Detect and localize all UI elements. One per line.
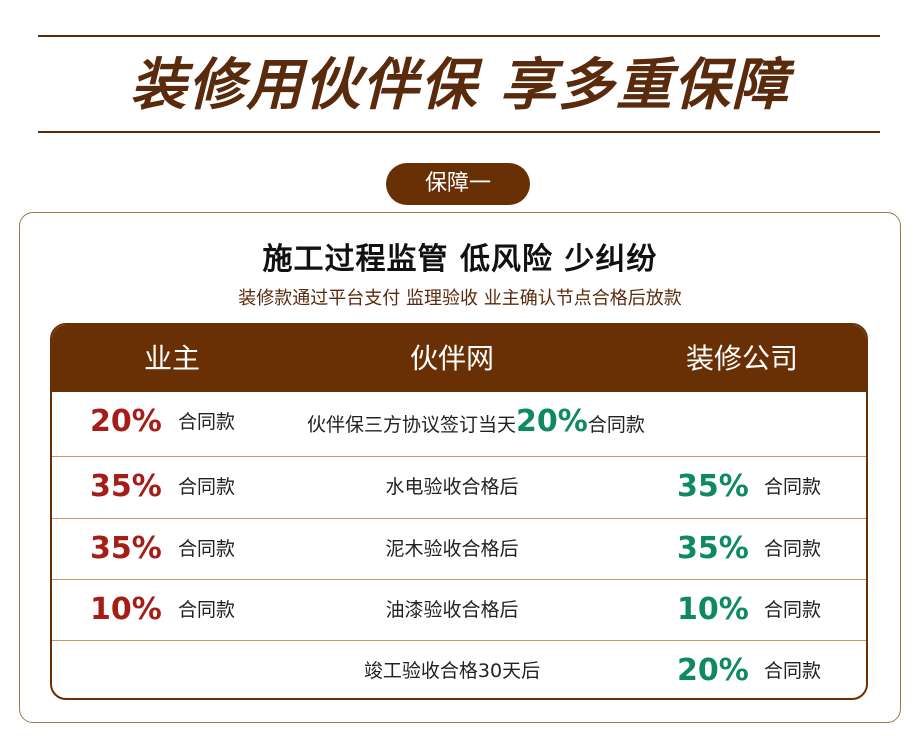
header-company: 装修公司 (685, 342, 798, 375)
milestone-text: 泥木验收合格后 (385, 538, 519, 560)
milestone-text: 油漆验收合格后 (385, 599, 519, 621)
milestone-text: 竣工验收合格30天后 (363, 660, 541, 682)
milestone-suffix: 合同款 (587, 414, 645, 436)
card-subtitle: 装修款通过平台支付 监理验收 业主确认节点合格后放款 (238, 288, 682, 309)
table-row: 35% 合同款 水电验收合格后 35% 合同款 (52, 456, 866, 517)
company-unit: 合同款 (764, 660, 822, 682)
company-unit: 合同款 (764, 599, 822, 621)
payment-schedule-table: 业主 伙伴网 装修公司 20% 合同款 伙伴保三方协议签订当天20%合同款 35… (50, 323, 868, 700)
header-platform: 伙伴网 (409, 342, 494, 375)
owner-percentage: 20% (90, 404, 162, 439)
company-unit: 合同款 (764, 538, 822, 560)
milestone-prefix: 伙伴保三方协议签订当天 (307, 414, 517, 436)
owner-unit: 合同款 (178, 476, 236, 498)
guarantee-badge: 保障一 (386, 163, 530, 205)
milestone-percentage: 20% (516, 404, 588, 439)
company-percentage: 35% (677, 531, 749, 566)
table-header: 业主 伙伴网 装修公司 (52, 325, 866, 392)
card-title: 施工过程监管 低风险 少纠纷 (262, 242, 658, 277)
owner-unit: 合同款 (178, 411, 236, 433)
company-unit: 合同款 (764, 476, 822, 498)
table-row: 10% 合同款 油漆验收合格后 10% 合同款 (52, 579, 866, 640)
owner-unit: 合同款 (178, 538, 236, 560)
headline-top-divider (38, 35, 880, 37)
headline-bottom-divider (38, 131, 880, 133)
table-row: 20% 合同款 伙伴保三方协议签订当天20%合同款 (52, 392, 866, 453)
page-headline: 装修用伙伴保 享多重保障 (130, 53, 790, 118)
owner-percentage: 35% (90, 531, 162, 566)
owner-percentage: 35% (90, 469, 162, 504)
owner-percentage: 10% (90, 592, 162, 627)
table-row: 35% 合同款 泥木验收合格后 35% 合同款 (52, 518, 866, 579)
company-percentage: 35% (677, 469, 749, 504)
milestone-text: 伙伴保三方协议签订当天20%合同款 (307, 392, 645, 452)
header-owner: 业主 (143, 342, 200, 375)
company-percentage: 20% (677, 653, 749, 688)
company-percentage: 10% (677, 592, 749, 627)
milestone-text: 水电验收合格后 (385, 476, 519, 498)
table-row: 竣工验收合格30天后 20% 合同款 (52, 640, 866, 698)
owner-unit: 合同款 (178, 599, 236, 621)
